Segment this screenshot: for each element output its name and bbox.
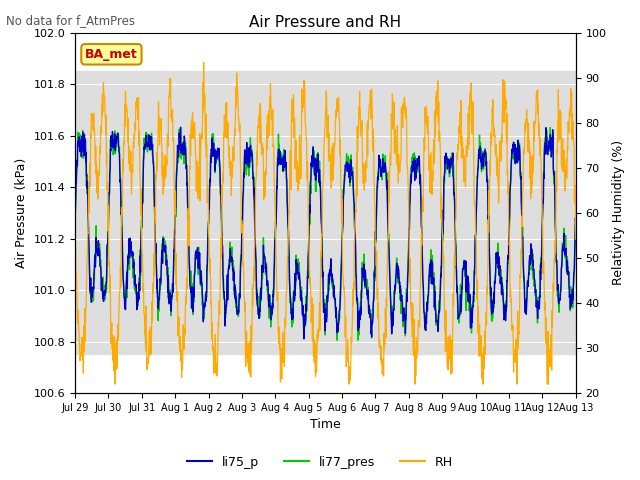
Title: Air Pressure and RH: Air Pressure and RH: [250, 15, 401, 30]
Bar: [75, 71, 576, 355]
Legend: li75_p, li77_pres, RH: li75_p, li77_pres, RH: [182, 451, 458, 474]
Y-axis label: Air Pressure (kPa): Air Pressure (kPa): [15, 158, 28, 268]
X-axis label: Time: Time: [310, 419, 340, 432]
Text: No data for f_AtmPres: No data for f_AtmPres: [6, 14, 136, 27]
Y-axis label: Relativity Humidity (%): Relativity Humidity (%): [612, 140, 625, 286]
Text: BA_met: BA_met: [85, 48, 138, 61]
